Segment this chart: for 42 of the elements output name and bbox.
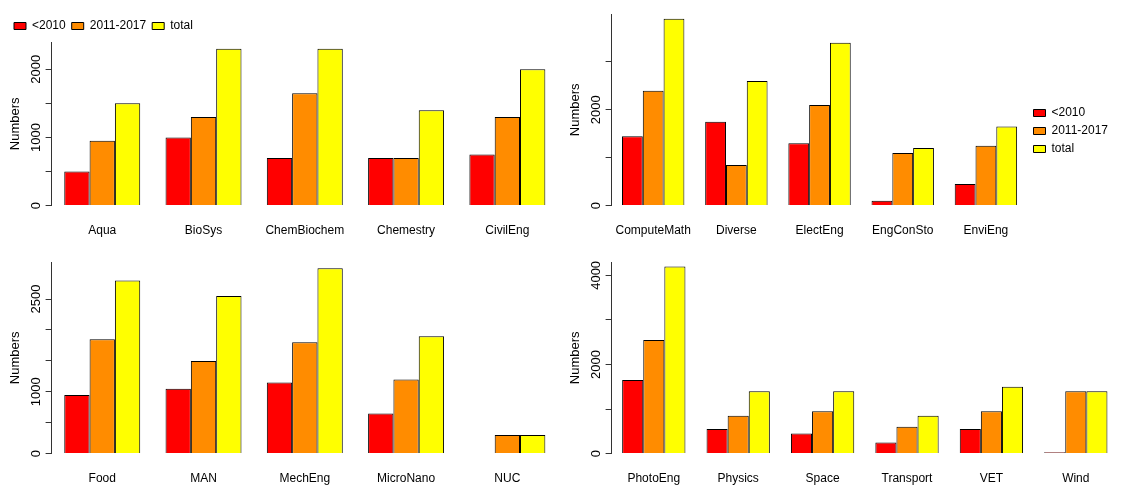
x-tick-label: Diverse [716,223,758,238]
y-tick-label: 1000 [27,377,43,407]
y-tick-label: 0 [27,449,43,458]
legend-label: total [170,18,193,33]
x-tick-label: BioSys [184,223,223,238]
y-tick-label: 2000 [27,54,43,84]
x-tick-label: Space [805,471,840,486]
x-tick-label: VET [979,471,1004,486]
x-tick-label: Transport [881,471,934,486]
x-tick-label: ComputeMath [615,223,691,238]
y-tick-label: 2000 [587,350,603,379]
legend-label: 2011-2017 [1051,123,1109,138]
y-tick-label: 2500 [27,284,43,314]
x-tick-label: MAN [190,471,217,486]
legend-label: total [1051,141,1075,156]
x-tick-label: MechEng [279,471,331,486]
x-tick-label: MicroNano [377,471,436,486]
x-tick-label: Food [88,471,116,486]
x-tick-label: Physics [717,471,759,486]
x-tick-label: NUC [494,471,521,486]
x-tick-label: CivilEng [485,223,530,238]
x-tick-label: Aqua [88,223,117,238]
legend-label: 2011-2017 [89,18,147,33]
y-axis-title: Numbers [567,82,583,137]
x-tick-label: ChemBiochem [265,223,345,238]
x-tick-label: EngConSto [872,223,934,238]
y-axis-title: Numbers [7,330,23,385]
y-tick-label: 2000 [587,95,603,125]
y-tick-label: 0 [27,201,43,210]
y-tick-label: 0 [587,201,603,210]
x-tick-label: ElectEng [795,223,844,238]
x-tick-label: EnviEng [963,223,1009,238]
x-tick-label: Chemestry [377,223,436,238]
x-tick-label: PhotoEng [627,471,681,486]
y-tick-label: 0 [587,449,603,458]
y-tick-label: 1000 [27,122,43,152]
y-axis-title: Numbers [7,96,23,151]
legend-label: <2010 [32,18,67,33]
legend-label: <2010 [1051,105,1086,120]
x-tick-label: Wind [1062,471,1090,486]
y-tick-label: 4000 [587,260,603,290]
y-axis-title: Numbers [567,330,583,385]
